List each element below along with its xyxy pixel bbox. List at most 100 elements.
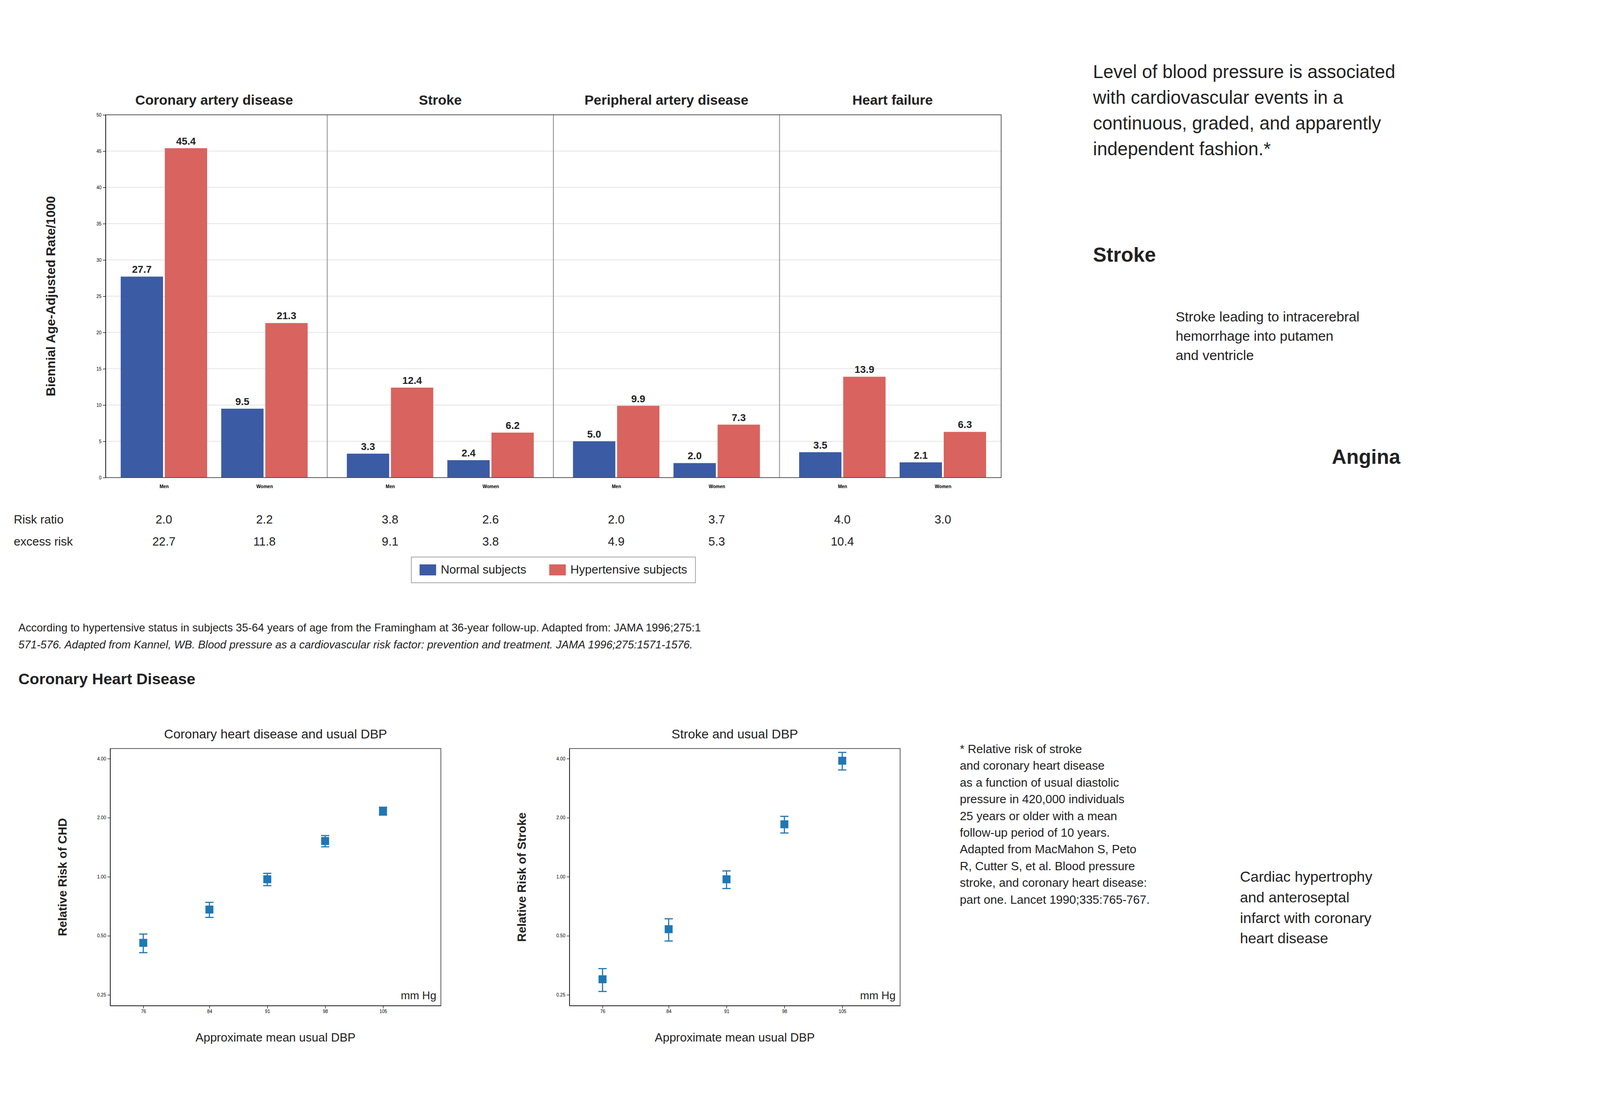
error-bar [838,752,847,770]
text-line: According to hypertensive status in subj… [18,621,701,634]
y-axis-title: Relative Risk of CHD [55,817,70,936]
tick-label: Men [838,484,848,490]
tick-mark [102,368,106,370]
bar [799,452,842,478]
tick-mark [102,223,106,225]
error-cap [780,815,789,817]
y-axis-title: Relative Risk of Stroke [514,812,529,942]
bar [617,405,660,478]
group-divider [552,114,554,478]
tick-mark [102,477,106,479]
error-cap [780,832,789,834]
bar [843,376,886,478]
tick-mark [267,1005,268,1009]
tick: Women [256,477,273,490]
text-line: mm Hg [400,989,437,1002]
row-value: 10.4 [830,534,855,549]
text-line: hemorrhage into putamen [1175,328,1334,344]
x-axis-title: Approximate mean usual DBP [195,1030,356,1045]
tick-label: 76 [140,1008,147,1015]
tick-label: 0.50 [556,933,566,939]
text-line: independent fashion.* [1092,138,1271,159]
tick-mark [107,935,111,937]
point [664,925,673,934]
error-cap [598,968,607,970]
tick-label: 0 [98,475,102,481]
series [164,148,986,478]
tick: Women [482,477,500,490]
plot-frame [105,114,1002,478]
tick-label: 45 [96,148,102,154]
tick: 35 [96,221,106,227]
annotation: 571-576. Adapted from Kannel, WB. Blood … [18,638,693,651]
error-bar [664,918,673,941]
group-label: Stroke [418,92,462,108]
row-value: 3.7 [708,512,726,527]
group-label: Coronary artery disease [135,92,294,108]
error-cap [205,901,214,904]
tick-label: Men [159,484,169,490]
axis-domain [110,1005,442,1007]
tick-mark [209,1005,210,1009]
legend-item: Normal subjects [419,562,527,577]
data-label: 9.5 [235,395,250,408]
text-line: heart disease [1239,929,1329,947]
error-cap [139,952,148,954]
tick-label: 30 [96,257,102,263]
data-label: 27.7 [132,263,153,276]
bar [120,276,164,478]
bar [447,460,490,478]
error-bar [321,835,330,847]
tick-mark [107,876,111,878]
tick-label: 40 [96,185,102,191]
tick-mark [102,441,106,442]
tick: 0.25 [97,992,111,998]
tick-mark [566,817,570,818]
tick-label: 76 [600,1008,606,1015]
annotation: Stroke [1092,243,1156,266]
figure: 05101520253035404550MenWomenMenWomenMenW… [0,0,1600,1098]
tick: 50 [96,112,106,118]
tick-label: 0.25 [97,992,107,998]
tick-label: 50 [96,112,102,118]
error-cap [139,933,148,936]
tick-label: Women [256,484,273,490]
data-label: 5.0 [586,428,602,440]
x-axis-title: Approximate mean usual DBP [654,1030,815,1045]
tick-label: Men [385,484,395,490]
tick: 20 [96,330,106,336]
grid [105,114,1002,478]
text-line: and anteroseptal [1239,889,1350,906]
row-value: 9.1 [381,534,399,549]
bar [573,441,616,478]
annotation: Angina [1331,445,1401,468]
scatter-chart: 768491981050.250.501.002.004.00Stroke an… [514,726,901,1045]
tick: 1.00 [97,874,111,880]
text-line: stroke, and coronary heart disease: [959,875,1148,890]
tick-label: 1.00 [556,874,566,880]
x-axis: 76849198105 [110,1005,442,1015]
tick: 5 [98,439,106,445]
legend-swatch [549,564,566,576]
point [378,807,387,816]
error-bar [263,873,272,886]
tick: Men [385,477,395,490]
tick: 76 [600,1005,606,1015]
row-value: 3.0 [934,512,952,527]
legend-item: Hypertensive subjects [549,562,688,577]
legend-label: Hypertensive subjects [570,562,688,577]
text-line: pressure in 420,000 individuals [959,792,1125,806]
tick-mark [784,1005,785,1009]
point [321,837,329,846]
error-cap [205,917,214,919]
tick: 0 [98,475,106,481]
tick-mark [107,817,111,818]
tick: 0.50 [556,933,570,939]
tick: Women [935,477,952,490]
tick: Men [838,477,848,490]
error-bar [139,934,148,953]
row-value: 2.0 [155,512,173,527]
tick: Men [159,477,169,490]
legend-label: Normal subjects [440,562,527,577]
tick-mark [566,994,570,996]
